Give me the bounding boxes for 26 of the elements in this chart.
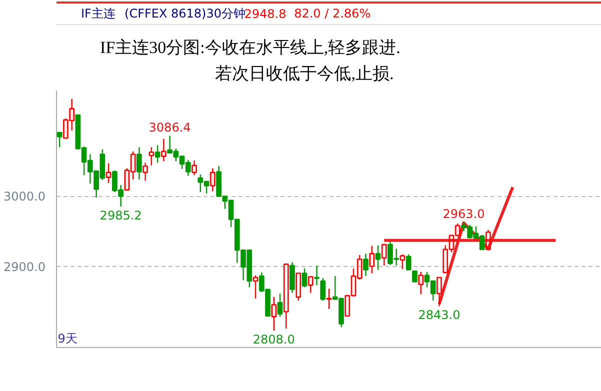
candlestick bbox=[363, 253, 368, 277]
annotation: 2963.0 bbox=[442, 207, 485, 222]
annotation: 3086.4 bbox=[148, 120, 191, 135]
candlestick bbox=[63, 118, 68, 139]
candlestick bbox=[142, 162, 148, 182]
y-tick-label: 3000.0 bbox=[4, 190, 46, 204]
candlestick bbox=[486, 229, 491, 250]
text: 2948.8 bbox=[244, 7, 286, 21]
text: 82.0 / 2.86% bbox=[294, 6, 371, 20]
chart-subtitle: 若次日收低于今低,止损. bbox=[215, 64, 394, 83]
candlestick bbox=[314, 264, 320, 286]
text: IF主连 bbox=[80, 6, 116, 20]
y-tick-label: 2900.0 bbox=[4, 260, 46, 274]
annotation: 2843.0 bbox=[418, 308, 460, 322]
candlestick bbox=[290, 261, 295, 294]
text: (CFFEX 8618)30分钟 bbox=[124, 6, 246, 20]
chart-title: IF主连30分图:今收在水平线上,轻多跟进. bbox=[100, 38, 400, 57]
candlestick bbox=[192, 160, 197, 176]
candlestick bbox=[160, 138, 166, 162]
candlestick bbox=[210, 168, 216, 192]
annotation: 2985.2 bbox=[100, 208, 142, 223]
candlestick bbox=[136, 146, 142, 180]
annotation: 9天 bbox=[58, 332, 78, 346]
candlestick bbox=[326, 288, 332, 310]
candlestick bbox=[69, 98, 74, 132]
annotation: 2808.0 bbox=[252, 332, 295, 347]
